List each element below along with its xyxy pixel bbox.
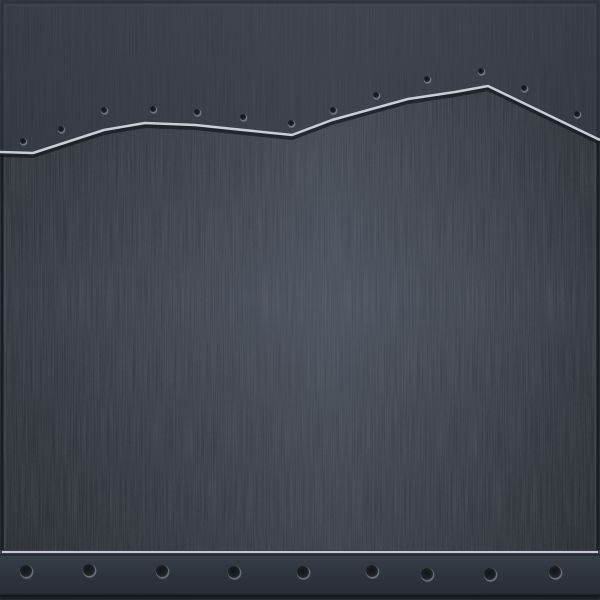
bottom-rivet: [297, 566, 309, 578]
bottom-rivet: [83, 564, 95, 576]
seam-rivet: [373, 92, 379, 98]
upper-panel: [0, 0, 600, 153]
seam-rivets: [19, 68, 582, 146]
seam-rivet: [240, 114, 246, 120]
seam-rivet: [150, 106, 156, 112]
bottom-rivet: [484, 568, 496, 580]
seam-rivet: [101, 107, 107, 113]
bottom-rivet: [20, 565, 32, 577]
seam-shadow: [0, 87, 600, 158]
seam-rivet: [330, 107, 336, 113]
top-seam: [0, 84, 600, 155]
bottom-rivet: [156, 565, 168, 577]
seam-rivet: [194, 109, 200, 115]
bottom-rivets: [19, 564, 563, 582]
seam-rivet: [424, 76, 430, 82]
bottom-rivet: [549, 566, 561, 578]
seam-rivet: [288, 120, 294, 126]
seam-rivet: [58, 126, 64, 132]
bottom-rivet: [366, 565, 378, 577]
bottom-rivet: [228, 566, 240, 578]
seam-rivet: [521, 85, 527, 91]
bottom-rivet: [421, 568, 433, 580]
seam-rivet: [478, 68, 484, 74]
seam-rivet: [20, 138, 26, 144]
seam-rivet: [574, 111, 580, 117]
